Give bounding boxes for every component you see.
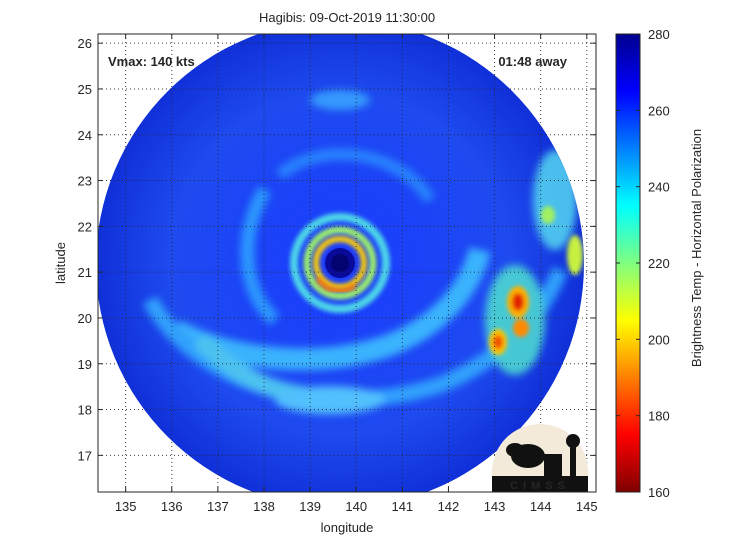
colorbar-tick-label: 200 [648, 332, 670, 347]
cell-south [275, 386, 385, 414]
convective-cell-4 [567, 235, 583, 275]
x-tick-label: 141 [391, 499, 413, 514]
y-axis-label: latitude [53, 242, 68, 284]
plot-area: 135 136 137 138 139 140 141 142 143 144 145 17 18 19… [78, 33, 598, 514]
rainband-south [169, 247, 491, 371]
cimss-logo: CIMSS [492, 424, 588, 492]
convective-cell-5 [541, 206, 555, 224]
logo-tower-head [566, 434, 580, 448]
eyewall-ring [303, 226, 377, 300]
x-tick-label: 135 [115, 499, 137, 514]
colorbar-tick-label: 260 [648, 103, 670, 118]
rainband-west [240, 186, 280, 326]
logo-band [492, 476, 588, 492]
chart-title: Hagibis: 09-Oct-2019 11:30:00 [259, 10, 435, 25]
x-ticks: 135 136 137 138 139 140 141 142 143 144 145 [115, 34, 598, 514]
convective-cell-2 [513, 319, 529, 337]
x-tick-label: 136 [161, 499, 183, 514]
y-tick-label: 21 [78, 265, 92, 280]
colorbar-tick-label: 280 [648, 27, 670, 42]
colorbar-tick-label: 160 [648, 485, 670, 500]
logo-building [544, 454, 562, 476]
rainband-north [276, 148, 436, 204]
colorbar-ticks: 160 180 200 220 240 260 280 [616, 27, 670, 500]
x-tick-label: 144 [530, 499, 552, 514]
time-offset-annotation: 01:48 away [498, 54, 567, 69]
plot-border [97, 33, 597, 493]
eyewall-outer-ring [290, 213, 390, 313]
colorbar-tick-label: 240 [648, 180, 670, 195]
colorbar: 160 180 200 220 240 260 280 Brightness Temp - … [615, 27, 704, 500]
x-tick-label: 145 [576, 499, 598, 514]
x-tick-label: 138 [253, 499, 275, 514]
logo-cloud-2 [506, 443, 524, 457]
logo-tower [570, 446, 576, 476]
x-tick-label: 142 [438, 499, 460, 514]
convection-layer [489, 206, 583, 355]
y-tick-label: 20 [78, 311, 92, 326]
x-tick-label: 140 [345, 499, 367, 514]
eyewall-hot-arc [315, 276, 357, 294]
colorbar-tick-label: 220 [648, 256, 670, 271]
y-tick-label: 19 [78, 357, 92, 372]
y-ticks: 17 18 19 20 21 22 23 24 25 26 [78, 36, 596, 463]
grid-lines [98, 34, 596, 492]
y-tick-label: 22 [78, 219, 92, 234]
convective-cell-1-core [512, 293, 524, 311]
y-tick-label: 25 [78, 82, 92, 97]
eyewall-inner-ring [313, 236, 367, 290]
eyewall [290, 213, 390, 313]
x-tick-label: 143 [484, 499, 506, 514]
y-tick-label: 23 [78, 174, 92, 189]
cell-northeast [533, 150, 577, 250]
y-tick-label: 18 [78, 403, 92, 418]
y-tick-label: 17 [78, 448, 92, 463]
x-axis-label: longitude [321, 520, 374, 535]
cell-east [485, 265, 545, 375]
microwave-swath [98, 34, 584, 492]
vmax-annotation: Vmax: 140 kts [108, 54, 195, 69]
eye-core [331, 254, 349, 272]
rainband-layer [143, 90, 577, 414]
x-tick-label: 137 [207, 499, 229, 514]
convective-cell-3-core [493, 335, 503, 349]
x-tick-label: 139 [299, 499, 321, 514]
cell-north [310, 90, 370, 110]
y-tick-label: 24 [78, 128, 92, 143]
colorbar-tick-label: 180 [648, 409, 670, 424]
y-tick-label: 26 [78, 36, 92, 51]
logo-text: CIMSS [510, 480, 570, 492]
colorbar-label: Brightness Temp - Horizontal Polarizatio… [689, 129, 704, 367]
